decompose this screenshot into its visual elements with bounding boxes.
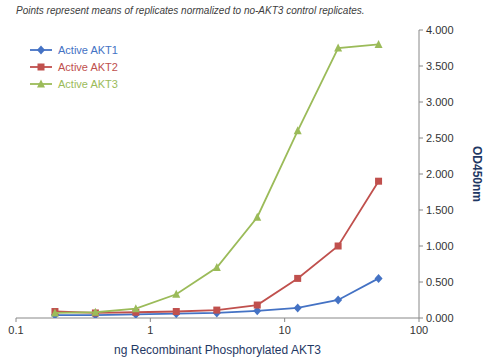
y-tick-label: 0.500 xyxy=(426,276,454,288)
data-point xyxy=(254,302,261,309)
x-tick-label: 0.1 xyxy=(8,324,23,336)
y-tick-label: 3.500 xyxy=(426,60,454,72)
y-tick xyxy=(419,174,423,175)
legend-label: Active AKT2 xyxy=(58,61,118,73)
data-point xyxy=(213,307,220,314)
legend-label: Active AKT1 xyxy=(58,44,118,56)
x-tick xyxy=(16,318,17,322)
data-point xyxy=(294,126,302,134)
y-tick xyxy=(419,138,423,139)
y-tick-label: 4.000 xyxy=(426,24,454,36)
data-point xyxy=(334,296,342,305)
y-tick-label: 1.500 xyxy=(426,204,454,216)
y-tick xyxy=(419,282,423,283)
data-point xyxy=(375,274,383,283)
annotation: Points represent means of replicates nor… xyxy=(16,5,365,16)
data-point xyxy=(294,303,302,312)
y-tick xyxy=(419,246,423,247)
y-tick xyxy=(419,66,423,67)
legend-marker xyxy=(37,46,45,55)
data-point xyxy=(253,213,261,221)
data-point xyxy=(334,44,342,52)
series-line xyxy=(55,278,379,315)
x-tick xyxy=(150,318,151,322)
data-point xyxy=(335,243,342,250)
y-tick xyxy=(419,30,423,31)
data-point xyxy=(375,178,382,185)
chart: Points represent means of replicates nor… xyxy=(0,0,483,362)
y-tick-label: 0.000 xyxy=(426,312,454,324)
y-tick-label: 1.000 xyxy=(426,240,454,252)
y-tick xyxy=(419,102,423,103)
x-tick-label: 1 xyxy=(147,324,153,336)
y-axis-label: OD450nm xyxy=(470,146,483,202)
data-point xyxy=(294,275,301,282)
data-point xyxy=(91,308,99,316)
data-point xyxy=(51,308,59,316)
data-point xyxy=(173,308,180,315)
x-tick xyxy=(284,318,285,322)
legend: Active AKT1 Active AKT2 Active AKT3 xyxy=(30,44,118,90)
data-point xyxy=(132,304,140,312)
y-tick-label: 2.500 xyxy=(426,132,454,144)
data xyxy=(51,40,383,318)
series-line xyxy=(55,181,379,313)
x-tick xyxy=(419,318,420,322)
data-point xyxy=(375,40,383,48)
data-point xyxy=(213,263,221,271)
x-tick-label: 10 xyxy=(279,324,291,336)
y-tick xyxy=(419,210,423,211)
data-point xyxy=(172,290,180,298)
y-tick-label: 3.000 xyxy=(426,96,454,108)
legend-marker xyxy=(37,80,45,88)
y-tick xyxy=(419,318,423,319)
x-axis-line xyxy=(16,318,419,319)
x-tick-label: 100 xyxy=(410,324,428,336)
series-line xyxy=(55,44,379,313)
x-axis-label: ng Recombinant Phosphorylated AKT3 xyxy=(114,343,321,357)
y-tick-label: 2.000 xyxy=(426,168,454,180)
legend-label: Active AKT3 xyxy=(58,78,118,90)
legend-marker xyxy=(38,64,45,71)
